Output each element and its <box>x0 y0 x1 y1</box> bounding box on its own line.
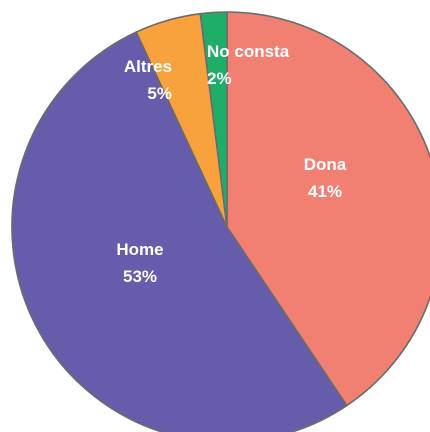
slice-percent-home: 53% <box>123 267 157 286</box>
pie-slice-dona <box>226 11 430 407</box>
slice-label-no-consta: No consta <box>207 42 290 61</box>
pie-slice-home <box>11 31 348 432</box>
pie-slices <box>11 11 430 432</box>
slice-label-home: Home <box>116 240 163 259</box>
pie-slice-no-consta <box>199 11 228 228</box>
slice-percent-no-consta: 2% <box>207 69 232 88</box>
slice-percent-altres: 5% <box>147 84 172 103</box>
slice-percent-dona: 41% <box>308 182 342 201</box>
slice-label-altres: Altres <box>124 57 172 76</box>
slice-label-dona: Dona <box>304 155 347 174</box>
pie-labels: Dona 41% Home 53% Altres 5% No consta 2% <box>116 42 346 286</box>
